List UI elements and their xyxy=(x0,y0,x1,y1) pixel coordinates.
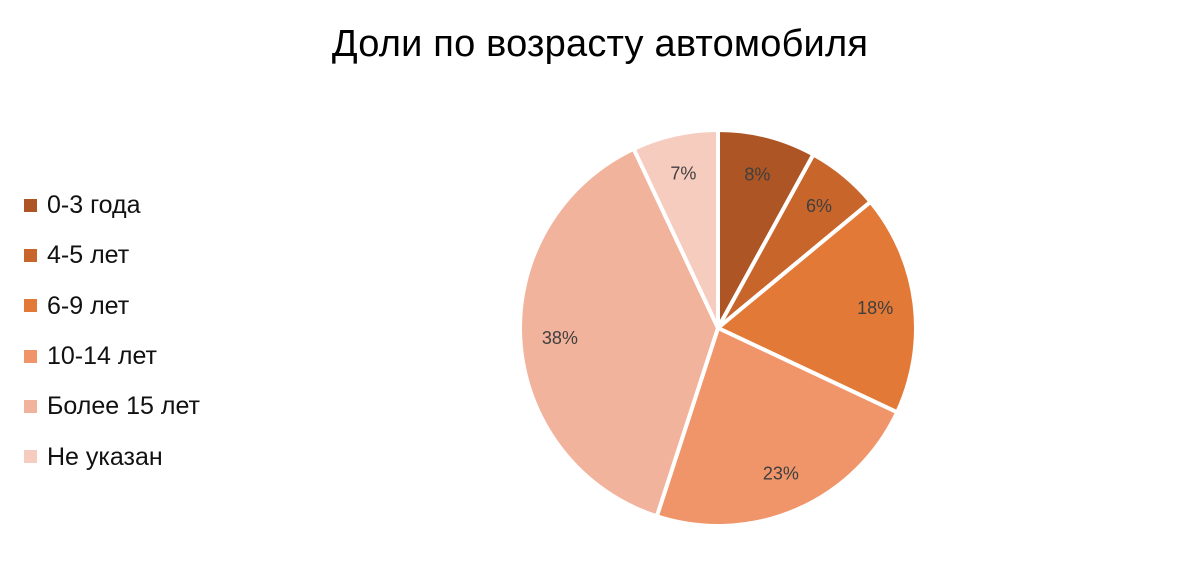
pie-slice-4 xyxy=(518,146,720,519)
legend-item-5: Не указан xyxy=(24,431,284,481)
legend-swatch xyxy=(24,450,37,464)
legend-item-3: 10-14 лет xyxy=(24,331,284,381)
legend-swatch xyxy=(24,198,37,212)
legend-swatch xyxy=(24,299,37,313)
data-label-3: 23% xyxy=(763,463,799,483)
data-label-2: 18% xyxy=(857,298,893,318)
chart-title: Доли по возрасту автомобиля xyxy=(331,23,869,65)
legend-item-0: 0-3 года xyxy=(24,180,284,230)
data-label-4: 38% xyxy=(542,328,578,348)
legend-label: 6-9 лет xyxy=(47,291,130,320)
legend-swatch xyxy=(24,349,37,363)
pie-slice-5 xyxy=(631,128,720,330)
legend: 0-3 года 4-5 лет 6-9 лет 10-14 лет Более… xyxy=(24,180,284,482)
legend-item-1: 4-5 лет xyxy=(24,230,284,280)
legend-swatch xyxy=(24,248,37,262)
data-label-1: 6% xyxy=(806,196,832,216)
data-label-0: 8% xyxy=(744,165,770,185)
legend-label: 0-3 года xyxy=(47,191,141,220)
pie-data-labels: 8% 6% 18% 23% 38% 7% xyxy=(542,163,893,483)
pie-slice-2 xyxy=(716,199,918,415)
legend-label: Более 15 лет xyxy=(47,392,200,421)
legend-item-4: Более 15 лет xyxy=(24,381,284,431)
legend-label: 4-5 лет xyxy=(47,241,130,270)
legend-label: 10-14 лет xyxy=(47,342,157,371)
pie-slices xyxy=(518,128,918,528)
pie-slice-3 xyxy=(654,326,900,528)
legend-swatch xyxy=(24,399,37,413)
data-label-5: 7% xyxy=(670,163,696,183)
legend-label: Не указан xyxy=(47,442,163,471)
legend-item-2: 6-9 лет xyxy=(24,281,284,331)
